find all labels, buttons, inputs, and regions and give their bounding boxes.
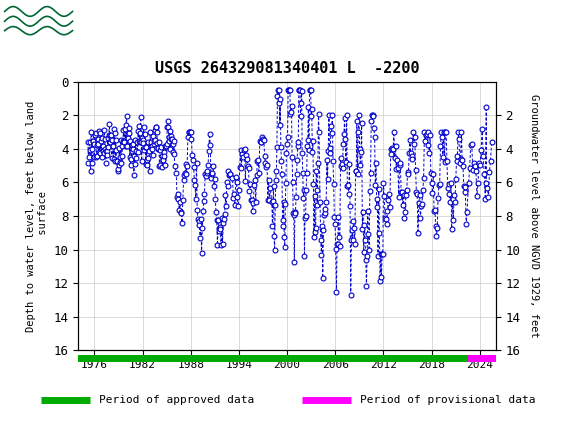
- Text: Period of approved data: Period of approved data: [99, 395, 254, 405]
- Text: Period of provisional data: Period of provisional data: [360, 395, 535, 405]
- Y-axis label: Groundwater level above NGVD 1929, feet: Groundwater level above NGVD 1929, feet: [529, 94, 539, 338]
- Bar: [3, 3, 78, 37]
- Text: USGS: USGS: [90, 10, 158, 31]
- Y-axis label: Depth to water level, feet below land
 surface: Depth to water level, feet below land su…: [27, 101, 48, 332]
- Title: USGS 264329081340401 L  -2200: USGS 264329081340401 L -2200: [155, 61, 419, 77]
- Bar: [468, 355, 496, 362]
